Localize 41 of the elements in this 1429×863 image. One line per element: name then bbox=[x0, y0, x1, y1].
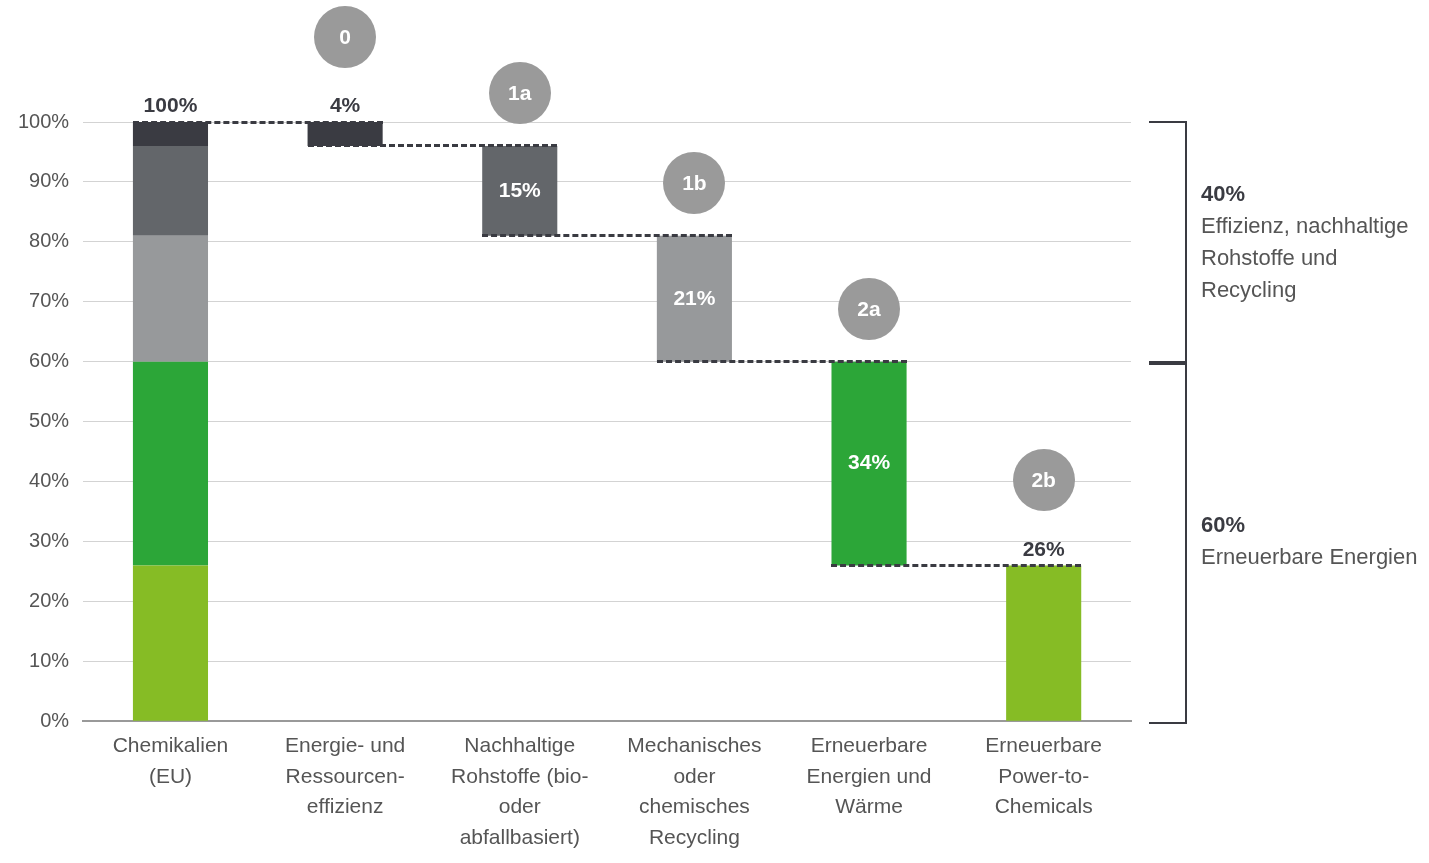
y-tick-label: 30% bbox=[29, 528, 70, 551]
bar bbox=[831, 361, 907, 566]
x-tick-label: Nachhaltige Rohstoffe (bio- oder abfallbasiert) bbox=[451, 733, 589, 848]
y-tick-label: 90% bbox=[29, 169, 70, 192]
bar bbox=[132, 145, 209, 236]
bar bbox=[656, 235, 732, 362]
data-label: 15% bbox=[498, 177, 542, 201]
bar bbox=[132, 565, 209, 721]
text: Erneuerbare Energien bbox=[1201, 544, 1418, 570]
circle-badge: 2b bbox=[1012, 449, 1075, 512]
x-tick-label: Erneuerbare Energien und Wärme bbox=[806, 733, 932, 818]
circle-badge: 1a bbox=[488, 61, 551, 124]
x-tick-label: Energie- und Ressourcen-effizienz bbox=[284, 733, 406, 818]
circle-badge: 2a bbox=[838, 277, 901, 340]
text: Effizienz, nachhaltige Rohstoffe und Recycling bbox=[1201, 212, 1409, 302]
data-label: 21% bbox=[673, 285, 716, 309]
x-tick-label: Erneuerbare Power-to-Chemicals bbox=[985, 733, 1103, 818]
y-tick-label: 40% bbox=[29, 469, 70, 492]
bar bbox=[1006, 565, 1082, 721]
y-tick-label: 70% bbox=[29, 289, 70, 312]
y-tick-label: 100% bbox=[18, 109, 70, 132]
circle-badge: 1b bbox=[663, 151, 726, 214]
y-tick-label: 60% bbox=[29, 349, 70, 372]
text: 60% bbox=[1201, 511, 1247, 540]
y-tick-label: 10% bbox=[29, 648, 70, 671]
y-tick-label: 0% bbox=[40, 708, 70, 731]
circle-badge: 0 bbox=[314, 6, 377, 68]
bar bbox=[132, 122, 209, 146]
y-tick-label: 50% bbox=[29, 409, 70, 432]
data-label: 4% bbox=[329, 93, 361, 117]
y-tick-label: 20% bbox=[29, 588, 70, 611]
x-tick-label: Chemikalien (EU) bbox=[112, 733, 229, 787]
total-label: 100% bbox=[143, 93, 198, 117]
y-tick-label: 80% bbox=[29, 229, 70, 252]
text: 40% bbox=[1201, 179, 1247, 208]
x-tick-label: Mechanisches oder chemisches Recycling bbox=[627, 733, 762, 848]
bar bbox=[482, 145, 558, 236]
bar bbox=[132, 235, 209, 362]
data-label: 26% bbox=[1022, 536, 1066, 560]
bar bbox=[132, 361, 209, 566]
data-label: 34% bbox=[848, 450, 891, 474]
